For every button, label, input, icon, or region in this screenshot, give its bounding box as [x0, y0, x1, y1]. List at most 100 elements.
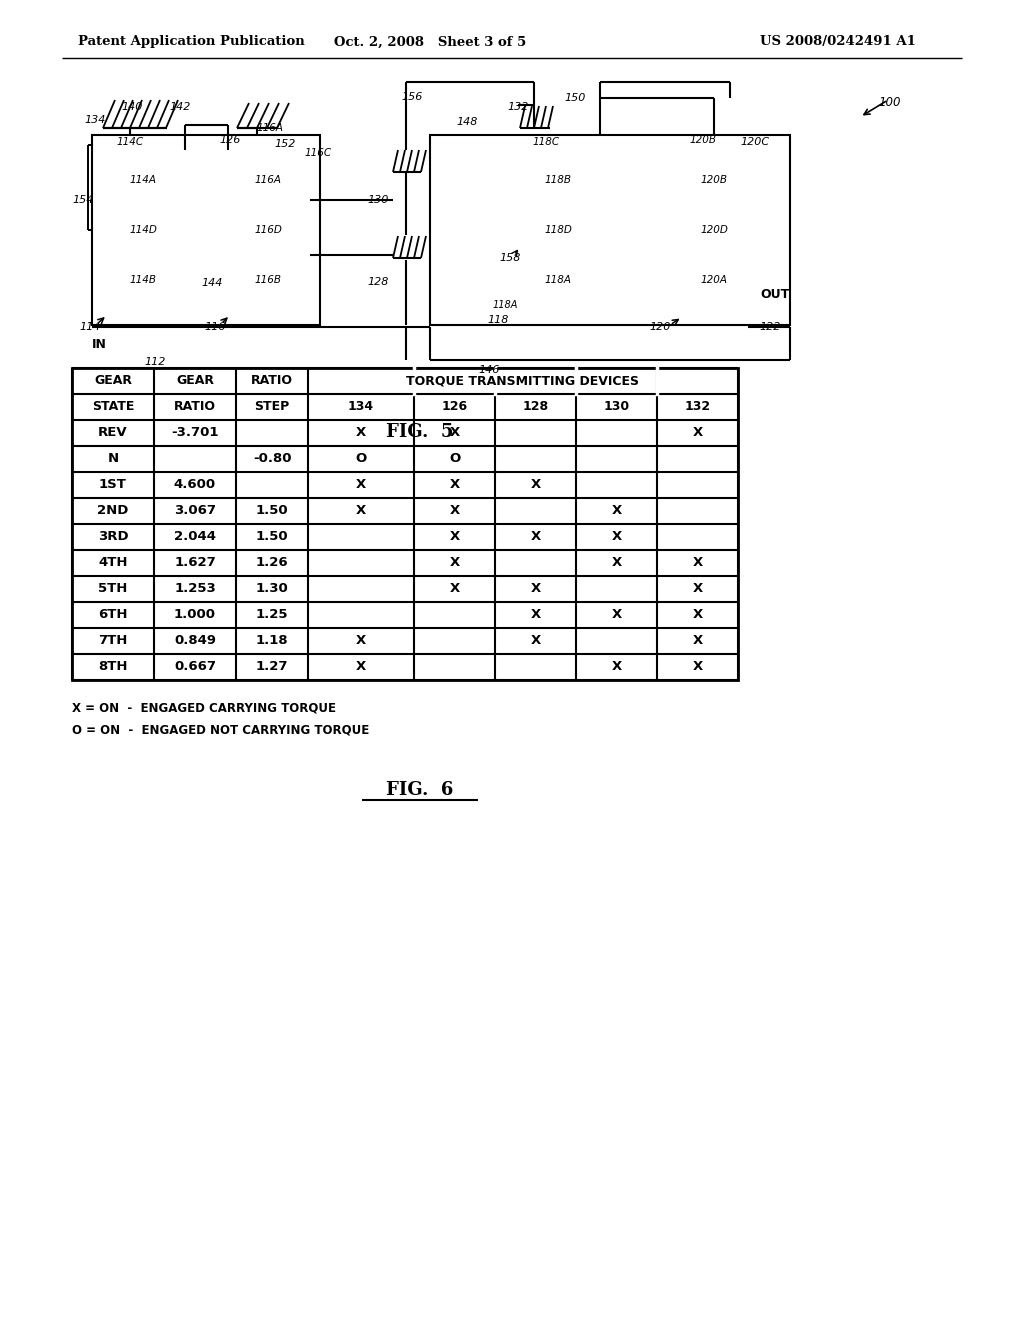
Bar	[228, 150, 310, 310]
Text: 114: 114	[79, 322, 100, 333]
Bar	[526, 209, 591, 252]
Text: 1ST: 1ST	[99, 479, 127, 491]
Bar	[103, 150, 185, 310]
Text: 148: 148	[457, 117, 477, 127]
Text: 118B: 118B	[545, 176, 571, 185]
Text: X: X	[356, 660, 367, 673]
Text: X: X	[356, 479, 367, 491]
Text: Oct. 2, 2008   Sheet 3 of 5: Oct. 2, 2008 Sheet 3 of 5	[334, 36, 526, 49]
Bar	[111, 209, 176, 252]
Text: 4TH: 4TH	[98, 557, 128, 569]
Text: 2ND: 2ND	[97, 504, 129, 517]
Text: 146: 146	[478, 366, 500, 375]
Bar	[526, 158, 591, 202]
Text: 1.26: 1.26	[256, 557, 289, 569]
Text: 1.627: 1.627	[174, 557, 216, 569]
Text: 1.27: 1.27	[256, 660, 288, 673]
Text: 156: 156	[401, 92, 423, 102]
Text: 118: 118	[487, 315, 509, 325]
Text: 120: 120	[649, 322, 671, 333]
Text: 130: 130	[368, 195, 389, 205]
Text: 1.000: 1.000	[174, 609, 216, 622]
Text: X: X	[450, 426, 460, 440]
Text: O: O	[355, 453, 367, 466]
Text: 3RD: 3RD	[97, 531, 128, 544]
Text: GEAR: GEAR	[176, 375, 214, 388]
Text: 126: 126	[219, 135, 241, 145]
Text: X: X	[611, 609, 622, 622]
Text: 134: 134	[84, 115, 105, 125]
Text: X: X	[530, 582, 541, 595]
Text: 120B: 120B	[700, 176, 727, 185]
Text: 114D: 114D	[129, 224, 157, 235]
Bar	[72, 368, 738, 680]
Text: 8TH: 8TH	[98, 660, 128, 673]
Bar	[688, 209, 740, 252]
Text: X: X	[356, 426, 367, 440]
Text: 126: 126	[441, 400, 468, 413]
Text: O: O	[449, 453, 460, 466]
Text: US 2008/0242491 A1: US 2008/0242491 A1	[760, 36, 915, 49]
Text: X: X	[450, 557, 460, 569]
Text: 134: 134	[348, 400, 374, 413]
Text: 116C: 116C	[304, 148, 332, 158]
Text: X: X	[611, 531, 622, 544]
Text: 116A: 116A	[255, 176, 282, 185]
Bar	[236, 209, 301, 252]
Bar	[518, 150, 600, 310]
Text: X: X	[530, 609, 541, 622]
Text: 112: 112	[144, 356, 166, 367]
Text: RATIO: RATIO	[174, 400, 216, 413]
Text: X: X	[530, 479, 541, 491]
Bar	[688, 257, 740, 302]
Text: X: X	[530, 531, 541, 544]
Text: X: X	[611, 557, 622, 569]
Text: X: X	[692, 557, 702, 569]
Text: X: X	[530, 635, 541, 648]
Text: X: X	[450, 531, 460, 544]
Bar	[111, 158, 176, 202]
Text: 128: 128	[368, 277, 389, 286]
Text: 1.25: 1.25	[256, 609, 288, 622]
Text: X: X	[611, 660, 622, 673]
Text: X: X	[450, 504, 460, 517]
Text: STEP: STEP	[254, 400, 290, 413]
Text: OUT: OUT	[760, 289, 790, 301]
Text: 1.30: 1.30	[256, 582, 289, 595]
Text: Patent Application Publication: Patent Application Publication	[78, 36, 305, 49]
Text: 116B: 116B	[255, 275, 282, 285]
Text: 154: 154	[73, 195, 93, 205]
Text: 7TH: 7TH	[98, 635, 128, 648]
Bar	[688, 158, 740, 202]
Text: 100: 100	[878, 95, 900, 108]
Text: 140: 140	[121, 102, 142, 112]
Text: 1.18: 1.18	[256, 635, 289, 648]
Text: 142: 142	[169, 102, 190, 112]
Text: 5TH: 5TH	[98, 582, 128, 595]
Text: 1.253: 1.253	[174, 582, 216, 595]
Text: -3.701: -3.701	[171, 426, 219, 440]
Text: 118C: 118C	[532, 137, 559, 147]
Text: 144: 144	[202, 279, 222, 288]
Text: RATIO: RATIO	[251, 375, 293, 388]
Text: FIG.  5: FIG. 5	[386, 422, 454, 441]
Text: 132: 132	[684, 400, 711, 413]
Text: 158: 158	[500, 253, 520, 263]
Text: X: X	[356, 504, 367, 517]
Bar	[430, 135, 790, 325]
Text: 118A: 118A	[545, 275, 571, 285]
Text: STATE: STATE	[92, 400, 134, 413]
Text: 3.067: 3.067	[174, 504, 216, 517]
Text: GEAR: GEAR	[94, 375, 132, 388]
Bar	[680, 150, 748, 310]
Text: 120C: 120C	[740, 137, 770, 147]
Text: O = ON  -  ENGAGED NOT CARRYING TORQUE: O = ON - ENGAGED NOT CARRYING TORQUE	[72, 723, 370, 737]
Text: 116D: 116D	[254, 224, 282, 235]
Text: X: X	[692, 582, 702, 595]
Text: 1.50: 1.50	[256, 504, 289, 517]
Text: IN: IN	[92, 338, 106, 351]
Text: 4.600: 4.600	[174, 479, 216, 491]
Text: 120D: 120D	[700, 224, 728, 235]
Text: TORQUE TRANSMITTING DEVICES: TORQUE TRANSMITTING DEVICES	[407, 375, 640, 388]
Bar	[236, 158, 301, 202]
